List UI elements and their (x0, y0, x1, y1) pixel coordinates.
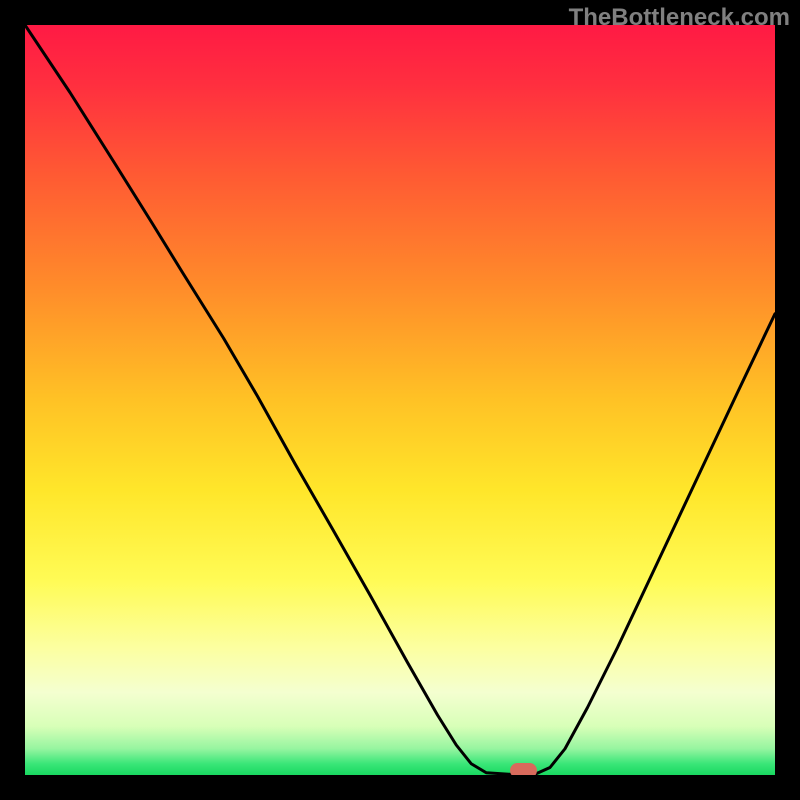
bottleneck-curve (25, 25, 775, 775)
optimal-marker (510, 763, 537, 775)
watermark-text: TheBottleneck.com (569, 4, 790, 32)
chart-container: { "watermark": "TheBottleneck.com", "cha… (0, 0, 800, 800)
plot-area (25, 25, 775, 775)
